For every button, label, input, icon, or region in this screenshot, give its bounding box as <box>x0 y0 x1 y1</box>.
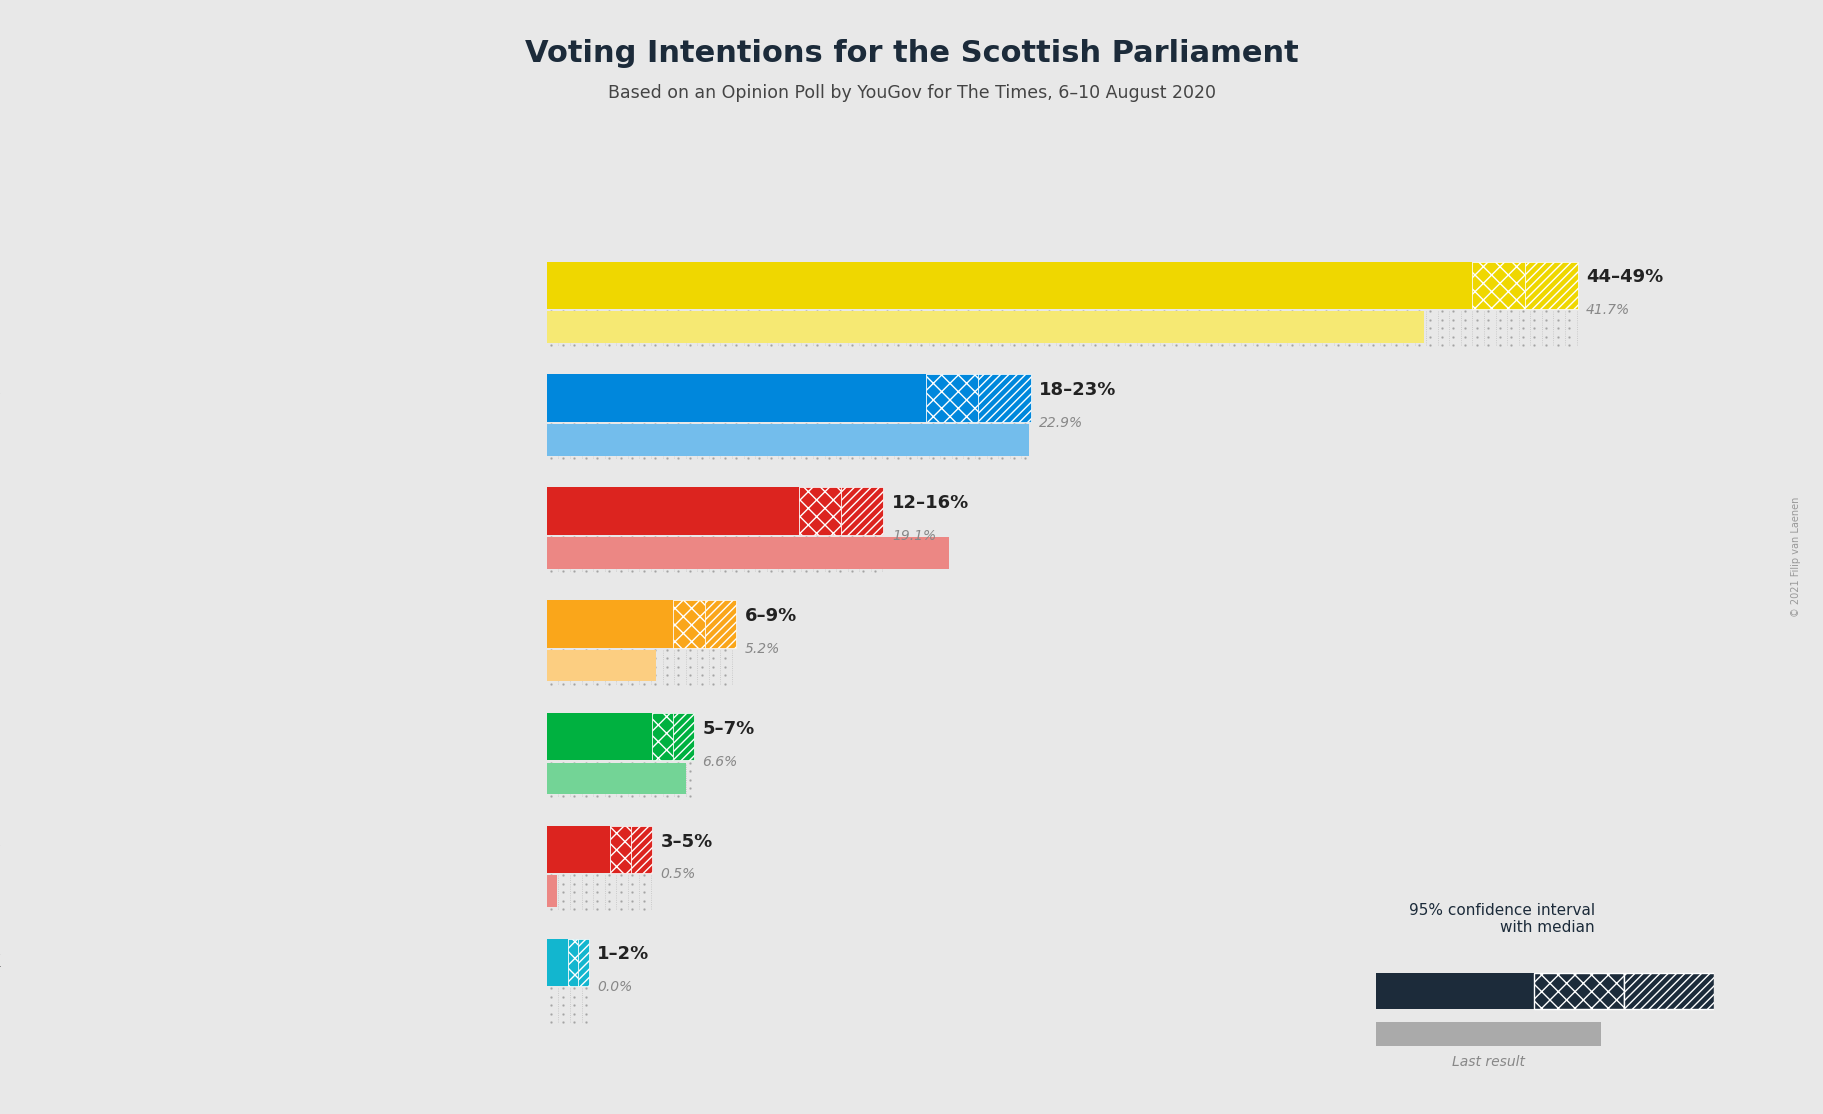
Text: 41.7%: 41.7% <box>1586 303 1630 317</box>
Text: Last result: Last result <box>1453 1055 1526 1069</box>
Text: 18–23%: 18–23% <box>1039 381 1116 399</box>
Text: Voting Intentions for the Scottish Parliament: Voting Intentions for the Scottish Parli… <box>525 39 1298 68</box>
Bar <box>926 374 979 422</box>
Bar <box>547 713 653 761</box>
Bar <box>547 374 926 422</box>
Bar <box>611 825 631 873</box>
Bar <box>547 763 685 794</box>
Text: 6.6%: 6.6% <box>702 754 738 769</box>
Text: 12–16%: 12–16% <box>891 495 970 512</box>
Bar <box>547 311 1424 343</box>
Bar <box>1624 974 1714 1009</box>
Bar <box>547 262 1473 309</box>
Bar <box>1526 262 1577 309</box>
Bar <box>631 825 653 873</box>
Bar <box>1533 974 1624 1009</box>
Text: 3–5%: 3–5% <box>660 832 713 851</box>
Text: 0.0%: 0.0% <box>598 980 633 994</box>
Bar <box>1473 262 1526 309</box>
Bar <box>547 649 656 682</box>
Text: 5.2%: 5.2% <box>744 642 780 656</box>
Text: 44–49%: 44–49% <box>1586 268 1663 286</box>
Bar <box>673 600 706 647</box>
Text: 0.5%: 0.5% <box>660 868 696 881</box>
Bar <box>569 939 578 986</box>
Text: 1–2%: 1–2% <box>598 946 649 964</box>
Bar <box>1376 1022 1601 1046</box>
Text: 19.1%: 19.1% <box>891 529 935 543</box>
Bar <box>798 487 842 535</box>
Bar <box>578 939 589 986</box>
Text: 6–9%: 6–9% <box>744 607 797 625</box>
Text: 5–7%: 5–7% <box>702 720 755 737</box>
Bar <box>547 876 558 907</box>
Text: © 2021 Filip van Laenen: © 2021 Filip van Laenen <box>1790 497 1801 617</box>
Bar <box>547 939 569 986</box>
Bar <box>547 600 673 647</box>
Bar <box>547 424 1028 456</box>
Bar <box>547 825 611 873</box>
Bar <box>547 537 948 568</box>
Text: 95% confidence interval
with median: 95% confidence interval with median <box>1409 902 1595 936</box>
Bar <box>979 374 1030 422</box>
Text: Based on an Opinion Poll by YouGov for The Times, 6–10 August 2020: Based on an Opinion Poll by YouGov for T… <box>607 84 1216 101</box>
Bar <box>1376 974 1533 1009</box>
Bar <box>673 713 695 761</box>
Bar <box>706 600 736 647</box>
Text: 22.9%: 22.9% <box>1039 416 1083 430</box>
Bar <box>547 487 798 535</box>
Bar <box>842 487 884 535</box>
Bar <box>653 713 673 761</box>
